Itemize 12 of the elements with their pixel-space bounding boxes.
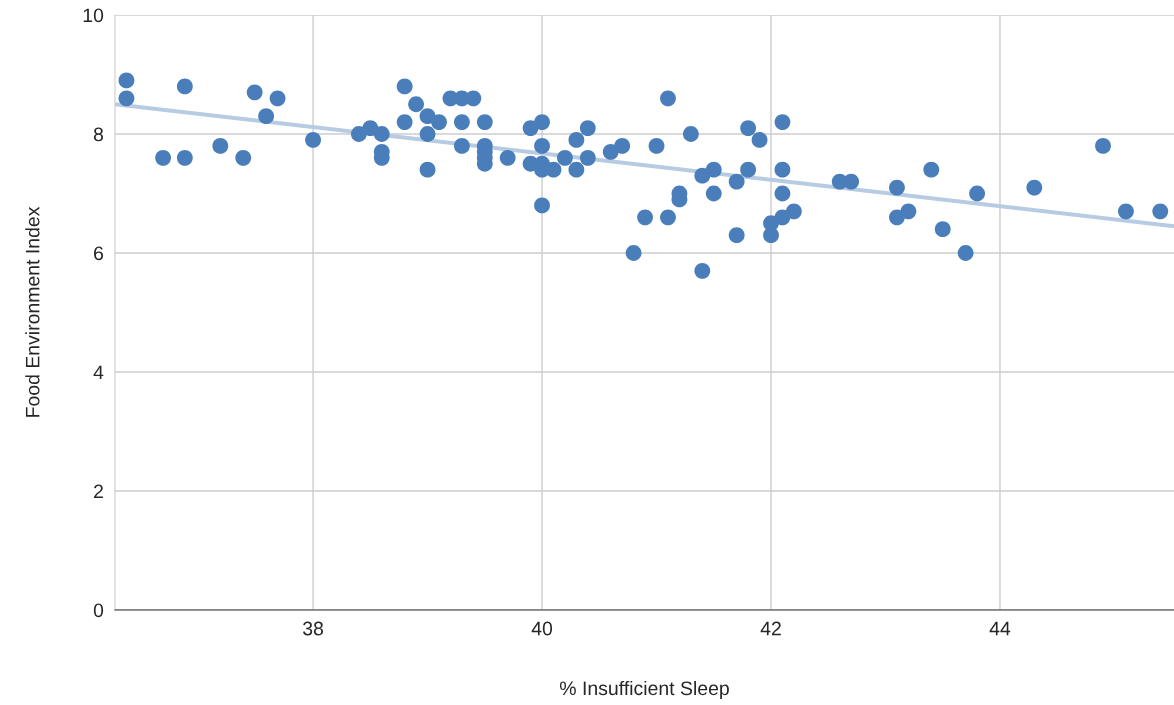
x-tick-label: 44 <box>989 621 1011 636</box>
y-axis-title: Food Environment Index <box>25 206 40 417</box>
y-tick-label: 10 <box>83 8 104 23</box>
x-tick-label: 42 <box>760 621 781 636</box>
x-axis-title: % Insufficient Sleep <box>559 680 729 700</box>
x-tick-label: 38 <box>302 621 324 636</box>
x-tick-label: 40 <box>531 621 553 636</box>
y-tick-label: 2 <box>94 484 103 499</box>
y-tick-label: 8 <box>93 127 104 142</box>
y-tick-label: 6 <box>94 246 104 261</box>
y-tick-label: 4 <box>93 365 104 380</box>
y-tick-label: 0 <box>93 603 104 618</box>
